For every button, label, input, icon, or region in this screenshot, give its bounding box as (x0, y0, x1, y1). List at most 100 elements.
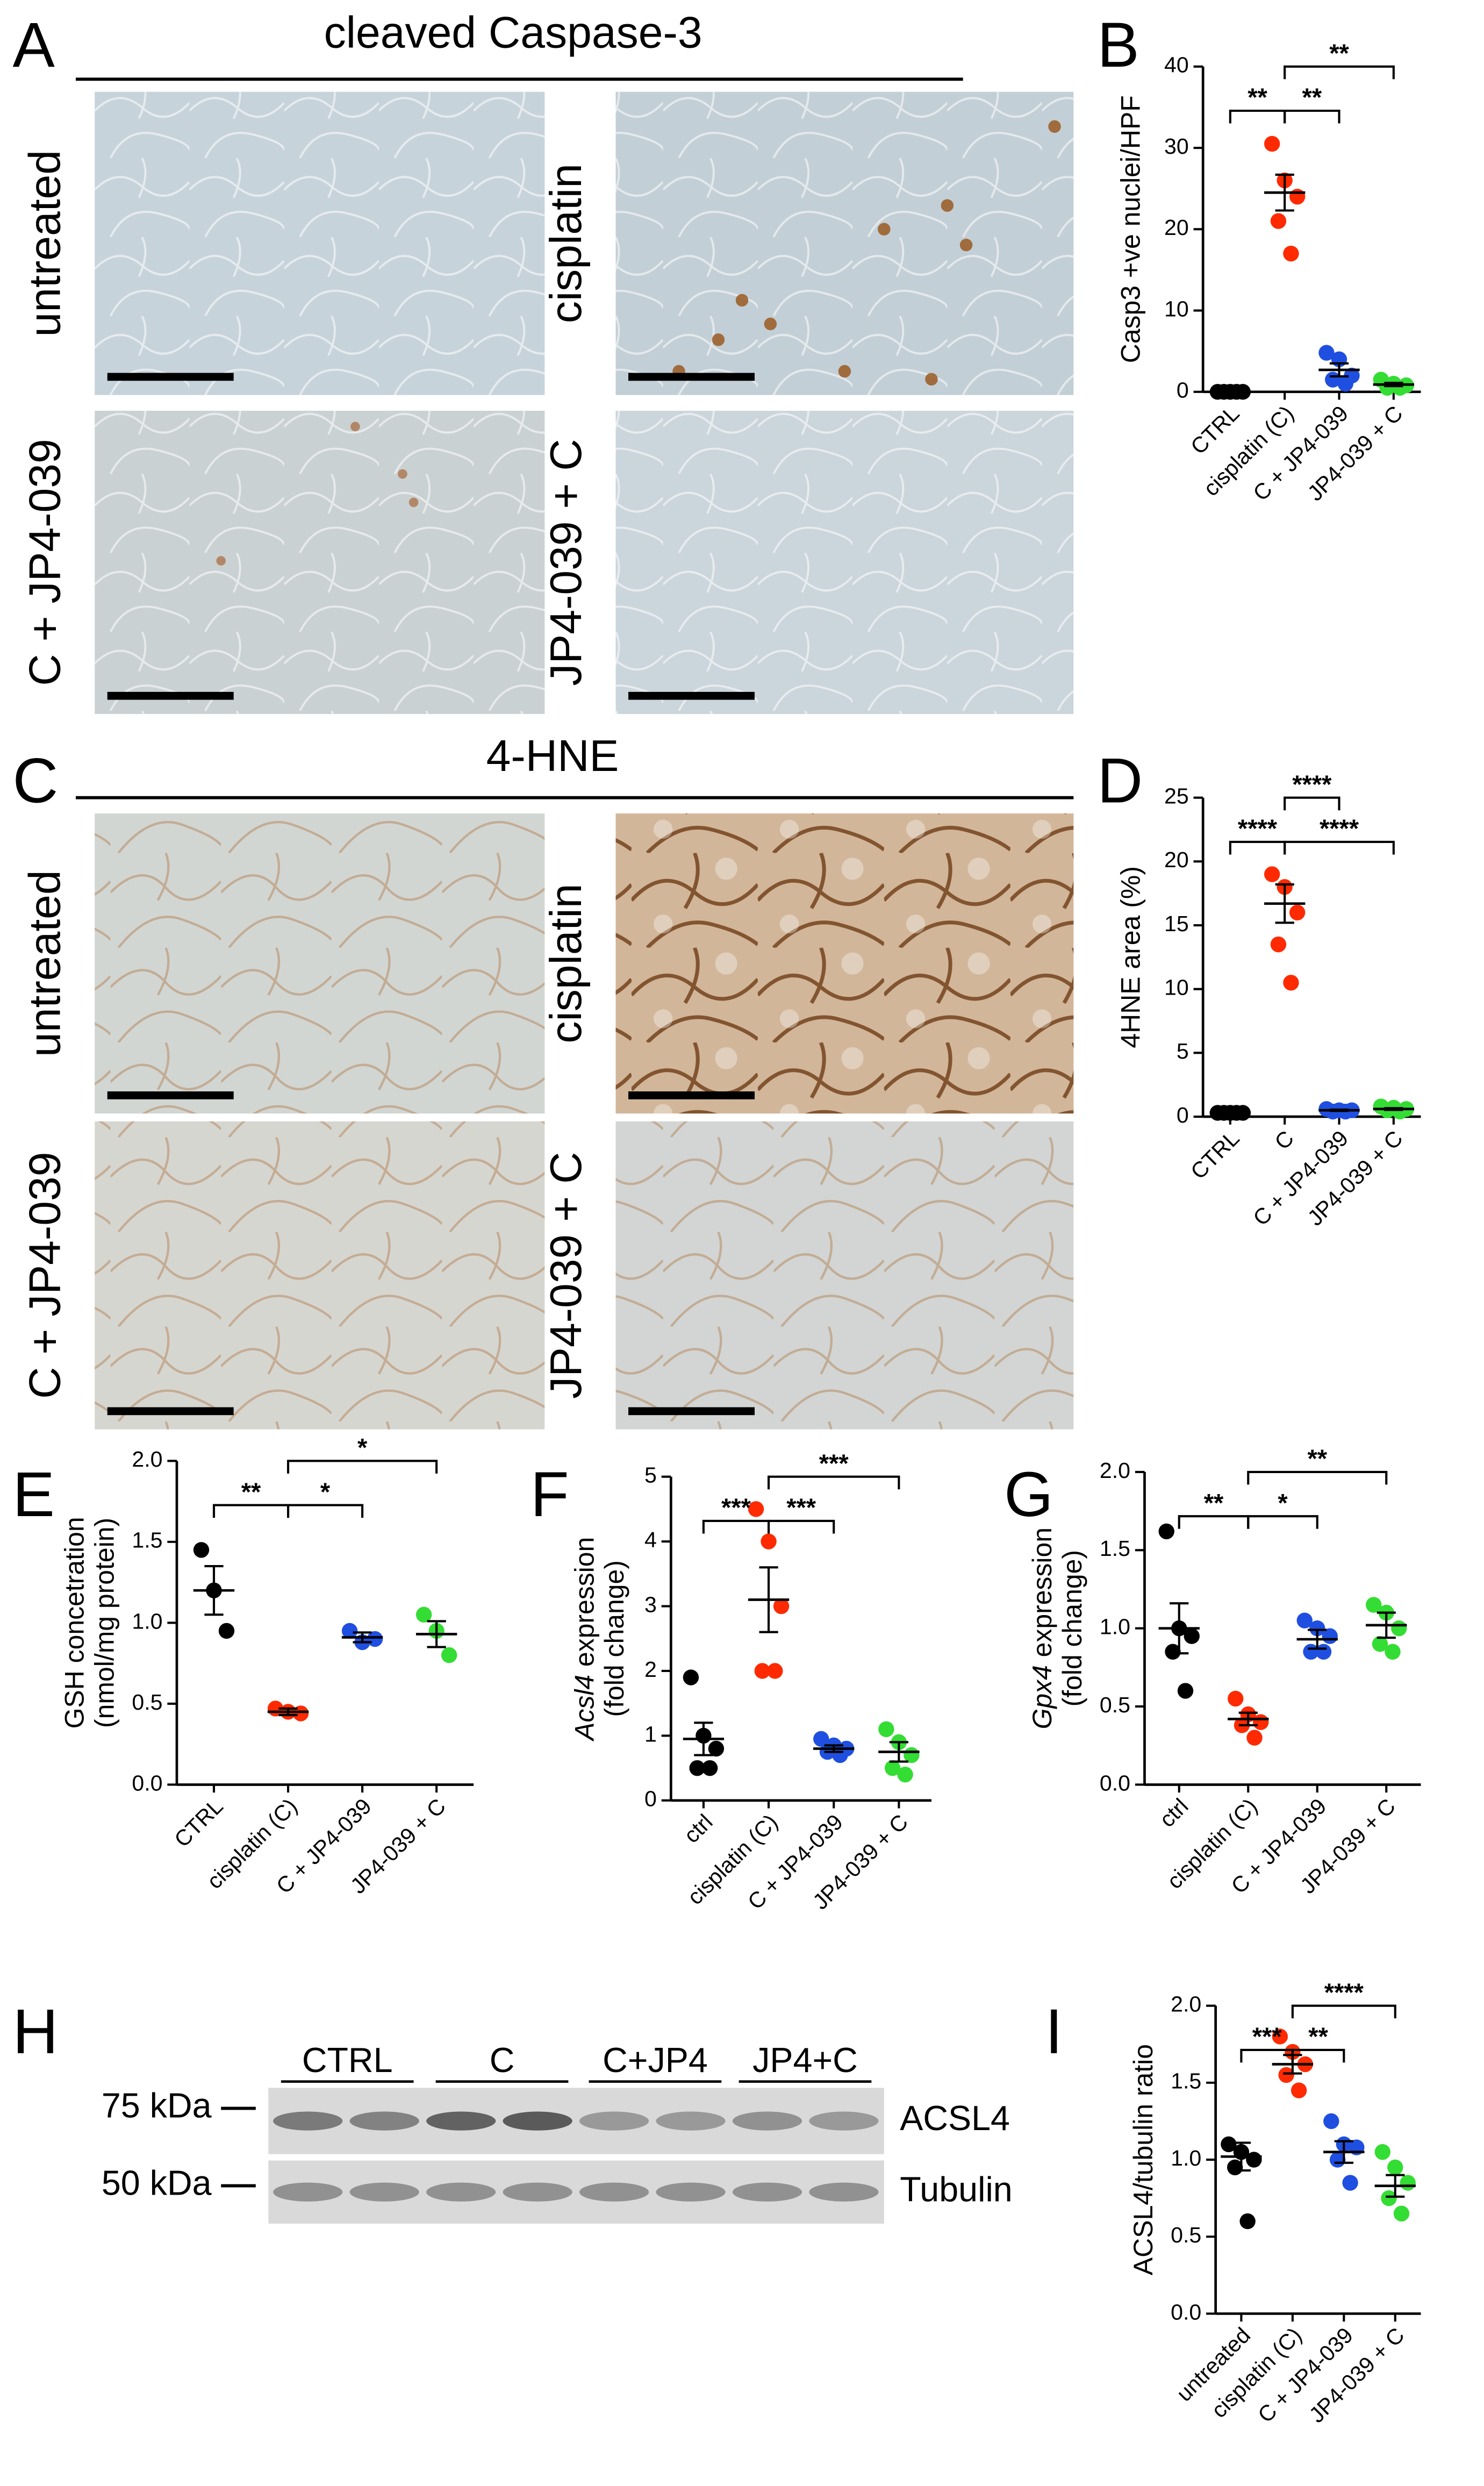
x-tick-label: C (1270, 1126, 1299, 1155)
y-tick-label: 40 (1164, 53, 1189, 77)
data-point (761, 1533, 777, 1549)
micrograph-texture (615, 1121, 1074, 1430)
scale-bar (628, 691, 755, 700)
data-point (1264, 866, 1280, 882)
blot-band (656, 2111, 726, 2131)
y-axis-label-text: (nmol/mg protein) (89, 1518, 119, 1728)
data-point (1323, 2113, 1339, 2130)
data-point (1264, 135, 1280, 152)
y-tick-label: 0.5 (1100, 1692, 1130, 1717)
scale-bar (628, 373, 755, 381)
blot-band (426, 2182, 496, 2202)
scale-bar (107, 373, 234, 381)
micrograph-texture (95, 91, 545, 395)
y-axis-label: Gpx4 expression (1027, 1527, 1057, 1729)
y-axis-label: (fold change) (1057, 1550, 1087, 1706)
band-label: Tubulin (900, 2170, 1013, 2209)
panel-title: cleaved Caspase-3 (324, 9, 702, 58)
x-tick-label: ctrl (679, 1810, 717, 1848)
significance-label: ** (1204, 1488, 1224, 1517)
data-point (1270, 213, 1287, 229)
stain-spot (959, 238, 973, 252)
blot-band (579, 2111, 649, 2131)
panel-letter: F (530, 1459, 569, 1530)
data-point (341, 1623, 358, 1639)
significance-label: * (320, 1477, 331, 1506)
y-tick-label: 0.5 (132, 1690, 162, 1715)
data-point (1381, 2190, 1397, 2206)
blot-band (809, 2182, 879, 2202)
blot-band (426, 2111, 496, 2131)
data-point (1253, 1714, 1269, 1730)
y-axis-label: Casp3 +ve nuclei/HPF (1116, 95, 1146, 363)
y-axis-label: Acsl4 expression (569, 1537, 599, 1742)
y-axis-label-text: 4HNE area (%) (1116, 866, 1146, 1048)
y-axis-label-text: (fold change) (1057, 1550, 1087, 1706)
y-axis-label: (nmol/mg protein) (89, 1518, 119, 1728)
stain-spot (712, 333, 725, 346)
data-point (1289, 904, 1306, 920)
data-point (1337, 376, 1353, 392)
significance-bracket (286, 1460, 438, 1474)
significance-label: * (1278, 1488, 1288, 1517)
significance-bracket (1291, 2048, 1345, 2063)
blot-band (809, 2111, 879, 2131)
significance-bracket (1247, 1470, 1388, 1485)
y-axis-label-text: ACSL4/tubulin ratio (1128, 2044, 1158, 2275)
y-axis-label: (fold change) (599, 1560, 629, 1717)
panel-letter: I (1045, 1996, 1063, 2067)
blot-band (503, 2111, 572, 2131)
image-label: untreated (21, 150, 70, 337)
data-point (1296, 1612, 1313, 1628)
y-tick-label: 1 (644, 1721, 657, 1746)
stain-spot (735, 294, 749, 307)
data-point (748, 1501, 764, 1517)
data-point (878, 1721, 894, 1738)
data-point (1289, 189, 1306, 205)
significance-label: **** (1238, 814, 1278, 842)
y-axis-label-text: expression (569, 1537, 599, 1667)
significance-bracket (1247, 1515, 1318, 1529)
stain-spot (925, 373, 938, 386)
marker-label: 75 kDa (102, 2087, 212, 2125)
significance-label: ** (1302, 83, 1322, 111)
micrograph-texture (615, 813, 1074, 1114)
blot-band (732, 2182, 802, 2202)
y-tick-label: 0.0 (132, 1770, 162, 1795)
blot-band (349, 2182, 419, 2202)
lane-label: CTRL (302, 2041, 393, 2080)
stain-spot (1048, 120, 1061, 133)
data-point (708, 1740, 725, 1757)
data-point (1392, 1103, 1408, 1120)
data-point (1385, 1644, 1401, 1660)
scale-bar (628, 1407, 755, 1416)
y-tick-label: 5 (644, 1463, 657, 1488)
stain-spot (350, 422, 360, 432)
y-tick-label: 20 (1164, 215, 1189, 240)
significance-label: ** (1308, 2022, 1328, 2051)
significance-bracket (1178, 1515, 1250, 1529)
data-point (1318, 345, 1335, 361)
scale-bar (628, 1091, 755, 1099)
significance-bracket (768, 1475, 900, 1490)
y-axis-label-text: (fold change) (599, 1560, 629, 1717)
blot-strip (268, 2160, 884, 2224)
data-point (1165, 1644, 1181, 1660)
image-label: C + JP4-039 (21, 1152, 70, 1399)
y-axis-label: GSH concetration (60, 1517, 90, 1728)
scale-bar (107, 691, 234, 700)
blot-band (656, 2182, 726, 2202)
data-point (1400, 2175, 1416, 2191)
panel-letter: A (12, 10, 55, 80)
image-label: untreated (21, 870, 70, 1057)
panel-title: 4-HNE (486, 732, 619, 781)
significance-label: * (357, 1433, 368, 1462)
x-tick-label: JP4-039 + C (1303, 1126, 1408, 1231)
significance-bracket (212, 1504, 290, 1518)
data-point (1228, 1690, 1244, 1707)
y-tick-label: 2.0 (132, 1447, 162, 1471)
data-point (1246, 1730, 1263, 1746)
data-point (1278, 2067, 1294, 2083)
panel-letter: C (12, 746, 58, 816)
data-point (767, 1663, 783, 1679)
